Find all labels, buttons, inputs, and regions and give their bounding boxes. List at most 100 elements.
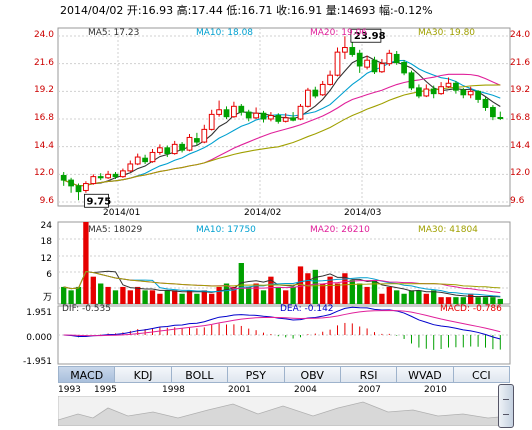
ma5-line (63, 55, 501, 187)
volume-bar (349, 280, 355, 304)
candle-body (83, 183, 89, 191)
tab-obv[interactable]: OBV (283, 366, 340, 383)
candle-body (142, 157, 148, 163)
volume-bar (364, 286, 370, 304)
volume-bar (371, 280, 378, 304)
volume-bar (312, 269, 318, 304)
candle-body (216, 109, 222, 115)
volume-bar (460, 297, 466, 304)
volume-bar (475, 297, 481, 304)
price-tick-right: 24.0 (510, 30, 531, 40)
volume-bar (445, 297, 452, 304)
tab-rsi[interactable]: RSI (339, 366, 397, 383)
candle-body (393, 53, 400, 64)
candle-body (482, 98, 489, 108)
candle-body (186, 136, 193, 151)
volume-bar (490, 297, 496, 304)
vol-tick-12: 12 (40, 254, 52, 264)
candle-body (282, 117, 289, 122)
change-label: 幅: (379, 4, 394, 17)
candle-body (164, 147, 171, 155)
candle-body (342, 47, 348, 53)
price-tick-right: 9.6 (510, 196, 525, 206)
candle-body (349, 47, 356, 55)
tab-macd[interactable]: MACD (58, 366, 115, 383)
volume-bar (334, 283, 341, 304)
volume-bar (453, 297, 459, 304)
candle-body (416, 87, 422, 97)
candle-body (149, 151, 156, 163)
max-price-label: 23.98 (354, 31, 386, 42)
candle-body (490, 106, 496, 118)
volume-bar (201, 290, 207, 304)
volume-bar (83, 222, 89, 304)
timeline-history-area (58, 401, 510, 426)
volume-bar (431, 290, 437, 304)
volume-bar (105, 286, 111, 304)
candle-body (231, 105, 237, 118)
price-volume-macd-chart: 23.98 9.75 (57, 27, 511, 365)
volume-bar (98, 283, 104, 304)
volume-bar (75, 286, 82, 304)
candle-body (430, 88, 437, 95)
tab-boll[interactable]: BOLL (170, 366, 228, 383)
tab-psy[interactable]: PSY (227, 366, 284, 383)
year-1998: 1998 (162, 385, 185, 395)
candle-body (120, 170, 126, 178)
candle-body (445, 82, 452, 88)
candle-body (75, 185, 82, 193)
vol-tick-6: 6 (46, 270, 52, 280)
price-tick-left: 24.0 (33, 30, 54, 40)
volume-bar (260, 290, 267, 304)
candle-body (171, 143, 178, 155)
price-tick-right: 14.4 (510, 140, 531, 151)
dif-legend: DIF: -0.535 (62, 304, 111, 314)
candle-body (245, 111, 252, 119)
candlesticks (60, 36, 504, 201)
tab-cci[interactable]: CCI (452, 366, 510, 383)
candle-body (127, 163, 134, 172)
candle-body (467, 90, 474, 96)
tab-wvad[interactable]: WVAD (396, 366, 453, 383)
dif-line (63, 306, 501, 340)
candle-body (90, 176, 97, 185)
macd-histogram (63, 306, 501, 350)
volume-bar (379, 293, 385, 304)
volume-bar (290, 286, 296, 304)
low-value: 16.71 (241, 4, 273, 17)
high-value: 17.44 (191, 4, 223, 17)
volume-bar (112, 290, 119, 304)
volume-bar (253, 283, 259, 304)
dea-line (63, 309, 501, 337)
candle-body (356, 52, 363, 67)
vol-ma30-line (63, 270, 501, 290)
volume-bar (164, 290, 170, 304)
volume-bar (327, 276, 333, 304)
candle-body (386, 52, 393, 65)
vol-tick-18: 18 (40, 237, 52, 247)
min-price-label: 9.75 (87, 196, 112, 207)
scrollbar-handle-icon[interactable] (498, 384, 514, 428)
volume-bar (438, 297, 444, 304)
tab-kdj[interactable]: KDJ (114, 366, 171, 383)
candle-body (238, 105, 245, 113)
volume-bar (394, 290, 400, 304)
volume-bar (357, 283, 363, 304)
timeline-overview[interactable] (58, 396, 510, 426)
candle-body (68, 179, 74, 187)
candle-body (179, 143, 185, 151)
volume-bar (416, 290, 422, 304)
vol-ma10-line (63, 270, 501, 297)
year-2010: 2010 (424, 385, 447, 395)
candle-body (312, 89, 319, 97)
candle-body (460, 89, 467, 96)
volume-bar (268, 276, 274, 304)
volume-bar (231, 286, 237, 304)
volume-bar (305, 273, 311, 304)
candle-body (305, 89, 311, 107)
candle-body (364, 59, 370, 68)
volume-bar (408, 290, 415, 304)
x-tick-2014-02: 2014/02 (244, 208, 282, 218)
volume-bar (127, 290, 133, 304)
